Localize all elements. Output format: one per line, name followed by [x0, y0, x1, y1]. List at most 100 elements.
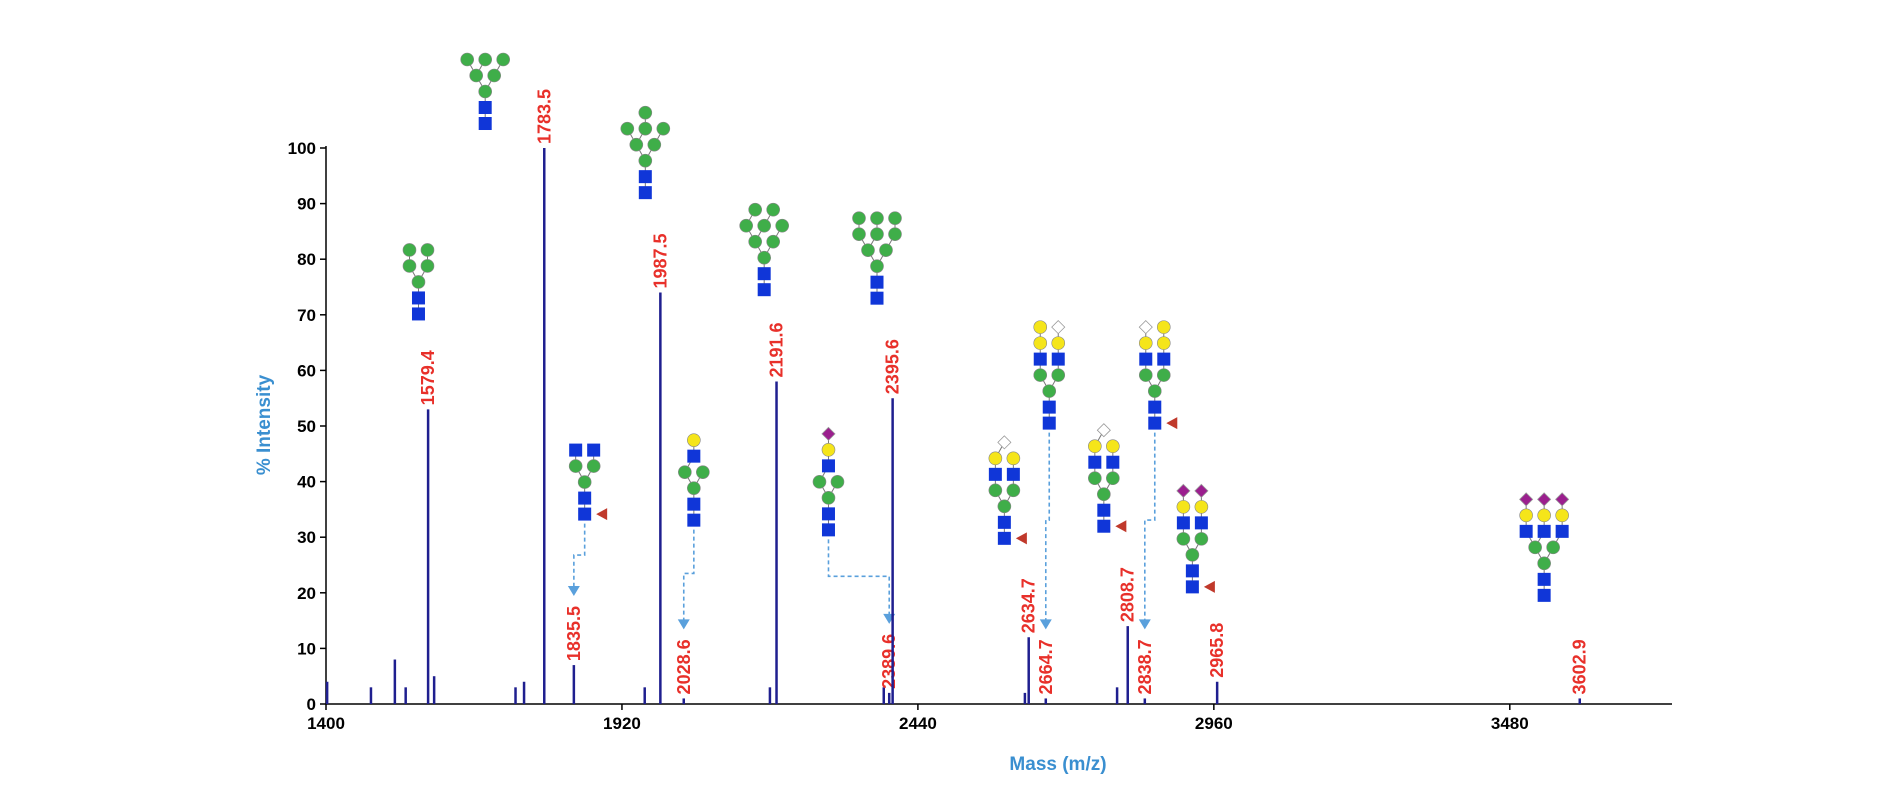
x-tick-label: 1400 — [307, 714, 345, 733]
glycan-residue — [870, 211, 884, 225]
glycan-residue — [1097, 519, 1111, 533]
glycan-residue — [1555, 492, 1570, 507]
glycan-residue — [821, 491, 836, 505]
glycan-residue — [1194, 500, 1209, 514]
glycan-residue — [1033, 336, 1048, 350]
glycan-residue — [1042, 384, 1057, 398]
glycan-residue — [1097, 503, 1111, 517]
glycan-residue — [1033, 320, 1048, 334]
glycan-residue — [1537, 556, 1551, 571]
glycan-residue — [696, 465, 710, 479]
peak-label: 2191.6 — [767, 322, 787, 377]
x-tick-label: 2440 — [899, 714, 937, 733]
y-tick-label: 50 — [297, 417, 316, 436]
glycan — [988, 435, 1027, 545]
glycan-residue — [1176, 500, 1191, 514]
glycan-residue — [1185, 580, 1199, 594]
glycan-residue — [687, 497, 701, 511]
glycan-residue — [757, 218, 771, 233]
glycan-residue — [1555, 524, 1569, 538]
glycan-residue — [1033, 352, 1047, 366]
glycan-residue — [678, 465, 692, 479]
glycan-residue — [1194, 532, 1209, 546]
glycan-residue — [1051, 352, 1065, 366]
glycan-residue — [870, 275, 884, 289]
glycan-fucose — [1015, 532, 1027, 545]
pointer-arrow — [1044, 432, 1051, 622]
glycan-residue — [1147, 384, 1162, 398]
glycan-residue — [478, 84, 493, 99]
x-tick-label: 2960 — [1195, 714, 1233, 733]
glycan-residue — [1194, 516, 1208, 530]
glycan-residue — [460, 52, 475, 67]
glycan-residue — [775, 218, 789, 233]
glycan-residue — [997, 515, 1011, 529]
glycan-residue — [469, 68, 484, 83]
glycan-residue — [1148, 400, 1162, 414]
glycan-residue — [1088, 471, 1102, 486]
glycan-residue — [1006, 467, 1020, 481]
glycan-residue — [1139, 352, 1153, 366]
glycan-residue — [748, 234, 762, 249]
glycan-residue — [757, 250, 771, 265]
y-tick-label: 60 — [297, 361, 316, 380]
glycan-residue — [1051, 368, 1066, 382]
glycan-fucose — [1115, 520, 1127, 533]
glycan-residue — [870, 291, 884, 305]
glycan-residue — [830, 475, 845, 489]
glycan-residue — [1157, 352, 1171, 366]
glycan-residue — [757, 283, 771, 297]
glycan-residue — [1176, 516, 1190, 530]
pointer-arrow — [682, 529, 695, 622]
glycan-residue — [1042, 416, 1056, 430]
glycan-residue — [1051, 320, 1066, 335]
glycan-residue — [997, 531, 1011, 545]
glycan-residue — [577, 475, 592, 489]
glycan-residue — [411, 275, 426, 289]
peak-label: 1579.4 — [418, 350, 438, 405]
glycan-residue — [997, 499, 1012, 514]
glycan — [1033, 320, 1066, 430]
glycan-residue — [821, 507, 835, 521]
glycan-residue — [587, 443, 601, 457]
glycan — [678, 433, 710, 527]
glycan-residue — [1138, 320, 1153, 335]
y-axis-title: % Intensity — [254, 374, 275, 475]
glycan-residue — [496, 52, 511, 67]
glycan-residue — [1537, 588, 1551, 602]
glycan-residue — [1546, 540, 1560, 555]
glycan-residue — [1138, 368, 1153, 382]
peak-label: 2634.7 — [1019, 578, 1039, 633]
glycan — [402, 243, 435, 321]
glycan-residue — [656, 121, 671, 136]
glycan-residue — [988, 467, 1002, 481]
glycan-residue — [1156, 320, 1171, 334]
x-tick-label: 3480 — [1491, 714, 1529, 733]
glycan-residue — [888, 211, 902, 225]
glycan-residue — [1156, 336, 1171, 350]
glycan-residue — [766, 234, 780, 249]
glycan-residue — [647, 137, 662, 152]
peak-label: 3602.9 — [1570, 639, 1590, 694]
glycan-residue — [1519, 492, 1534, 507]
pointer-arrow — [573, 523, 586, 589]
glycan-residue — [870, 259, 884, 273]
glycan-residue — [1185, 548, 1200, 562]
peak-label: 2838.7 — [1135, 639, 1155, 694]
glycan-residue — [748, 202, 762, 217]
peak-label: 2395.6 — [883, 339, 903, 394]
glycan-residue — [1537, 492, 1552, 507]
glycan-residue — [1519, 508, 1533, 523]
glycan — [1519, 492, 1570, 602]
glycan-residue — [569, 443, 583, 457]
peak-label: 1987.5 — [650, 233, 670, 288]
glycan-residue — [1537, 572, 1551, 586]
glycan-residue — [1138, 336, 1153, 350]
glycan-residue — [870, 227, 884, 241]
glycan-residue — [1537, 508, 1551, 523]
glycan-residue — [1176, 483, 1191, 498]
glycan-residue — [988, 483, 1003, 498]
glycan-residue — [821, 426, 836, 441]
glycan-residue — [988, 451, 1003, 466]
glycan-residue — [1042, 400, 1056, 414]
